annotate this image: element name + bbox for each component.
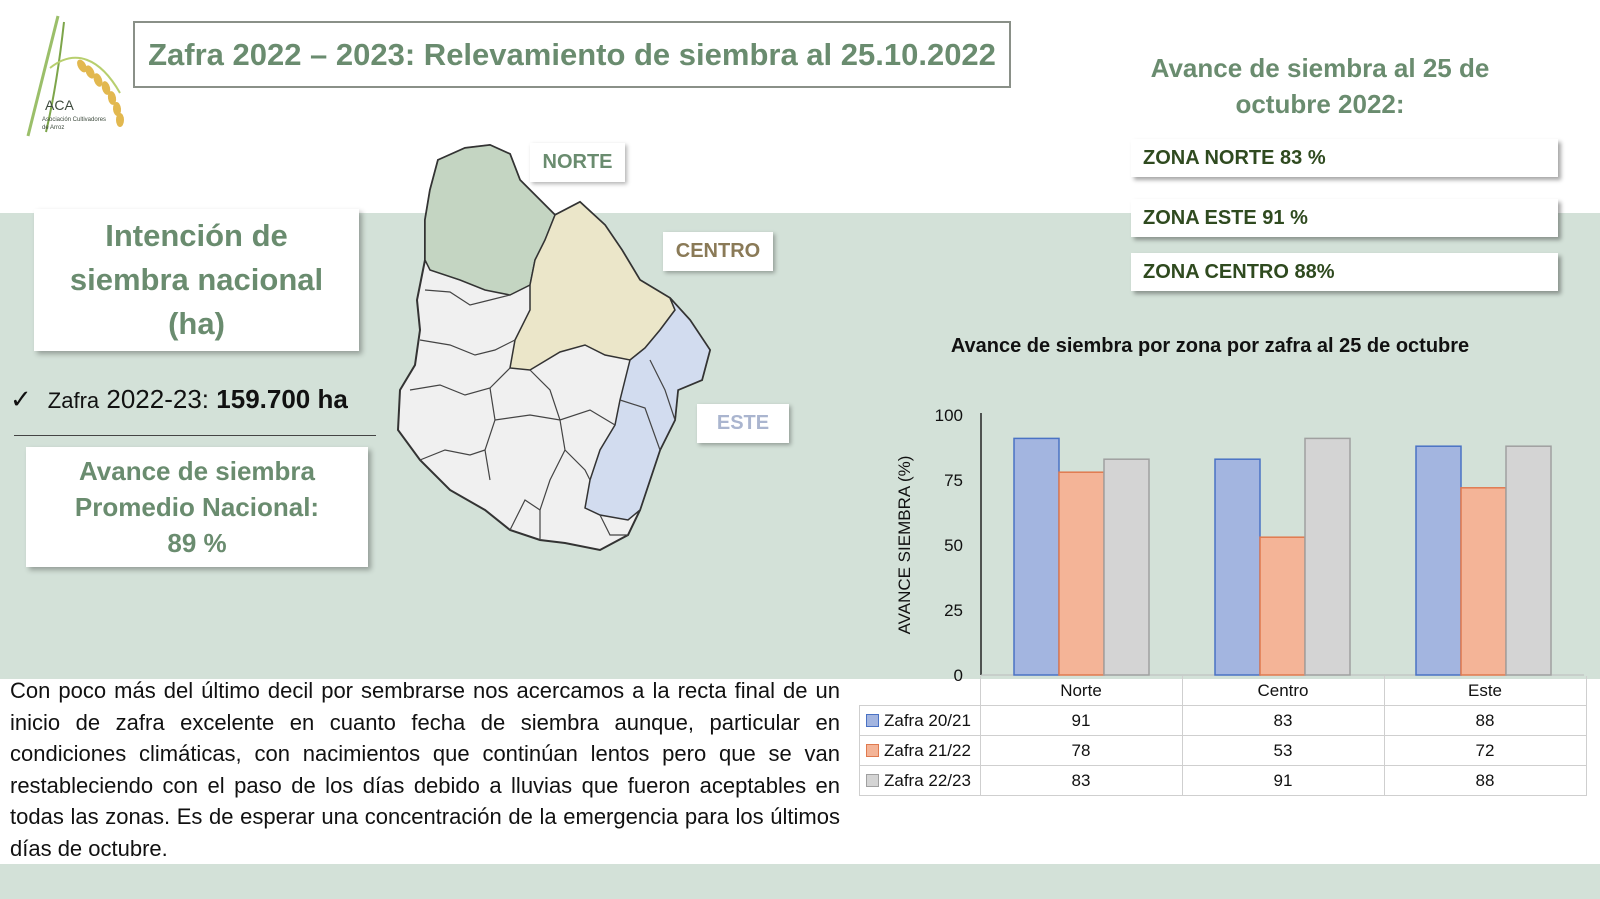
bar-centro-0 [1214,458,1261,676]
legend-label: Zafra 20/21 [884,710,971,730]
zafra-value: 159.700 ha [216,384,348,414]
table-row: Zafra 21/22 78 53 72 [859,735,1587,766]
legend-label: Zafra 21/22 [884,740,971,760]
y-tick-label: 100 [935,406,963,425]
bar-centro-1 [1259,536,1306,676]
zona-centro-box: ZONA CENTRO 88% [1131,253,1558,291]
y-tick-label: 75 [944,471,963,490]
y-tick-label: 0 [954,666,963,685]
summary-paragraph: Con poco más del último decil por sembra… [10,678,840,861]
bar-norte-1 [1058,471,1105,676]
table-row: Zafra 20/21 91 83 88 [859,705,1587,736]
avance-promedio-card: Avance de siembra Promedio Nacional: 89 … [26,447,368,567]
bar-centro-2 [1304,437,1351,676]
map-label-centro: CENTRO [663,232,773,271]
legend-label: Zafra 22/23 [884,770,971,790]
table-cell: 83 [1181,705,1385,736]
table-row: Zafra 22/23 83 91 88 [859,765,1587,796]
chart-title: Avance de siembra por zona por zafra al … [950,335,1470,357]
avance-heading: Avance de siembra al 25 de octubre 2022: [1150,53,1490,119]
bar-este-0 [1415,445,1462,676]
legend-entry: Zafra 21/22 [859,735,981,766]
chart-data-table: Norte Centro Este Zafra 20/21 91 83 88 Z… [859,676,1587,796]
legend-swatch [866,743,879,757]
y-axis-label: AVANCE SIEMBRA (%) [895,456,914,635]
table-cell: 91 [979,705,1183,736]
bar-chart: 0 25 50 75 100 AVANCE SIEMBRA (%) [895,406,1584,685]
y-tick-label: 50 [944,536,963,555]
intencion-card: Intención de siembra nacional (ha) [34,209,359,351]
divider [14,435,376,436]
uruguay-map [390,140,780,560]
bar-este-1 [1460,487,1507,676]
table-cell: 78 [979,735,1183,766]
legend-swatch [866,713,879,727]
table-cell: 83 [979,765,1183,796]
bar-este-2 [1505,445,1552,676]
table-cell: 53 [1181,735,1385,766]
check-icon: ✓ [10,384,32,414]
zona-este-box: ZONA ESTE 91 % [1131,199,1558,237]
logo-text: ACA [45,97,74,113]
map-label-norte: NORTE [530,143,625,182]
table-cell: 88 [1383,705,1587,736]
zona-norte-box: ZONA NORTE 83 % [1131,139,1558,177]
zafra-label: Zafra [47,388,100,413]
table-header-este: Este [1383,676,1587,706]
legend-entry: Zafra 22/23 [859,765,981,796]
bar-norte-0 [1013,437,1060,676]
background-band-bottom [0,864,1600,899]
table-cell: 72 [1383,735,1587,766]
table-header-norte: Norte [979,676,1183,706]
intencion-text: Intención de siembra nacional (ha) [69,218,324,341]
table-cell: 91 [1181,765,1385,796]
y-tick-label: 25 [944,601,963,620]
zafra-line: ✓ Zafra 2022-23: 159.700 ha [10,384,348,415]
map-label-este: ESTE [697,404,789,443]
aca-logo: ACA Asociación Cultivadores de Arroz [20,8,140,140]
zafra-year: 2022-23: [106,384,210,414]
page-title: Zafra 2022 – 2023: Relevamiento de siemb… [148,36,996,72]
title-box: Zafra 2022 – 2023: Relevamiento de siemb… [133,21,1011,88]
logo-subtitle: Asociación Cultivadores de Arroz [42,117,107,131]
legend-swatch [866,773,879,787]
avance-promedio-text: Avance de siembra Promedio Nacional: 89 … [74,456,320,558]
legend-entry: Zafra 20/21 [859,705,981,736]
table-cell: 88 [1383,765,1587,796]
bar-norte-2 [1103,458,1150,676]
table-header-centro: Centro [1181,676,1385,706]
